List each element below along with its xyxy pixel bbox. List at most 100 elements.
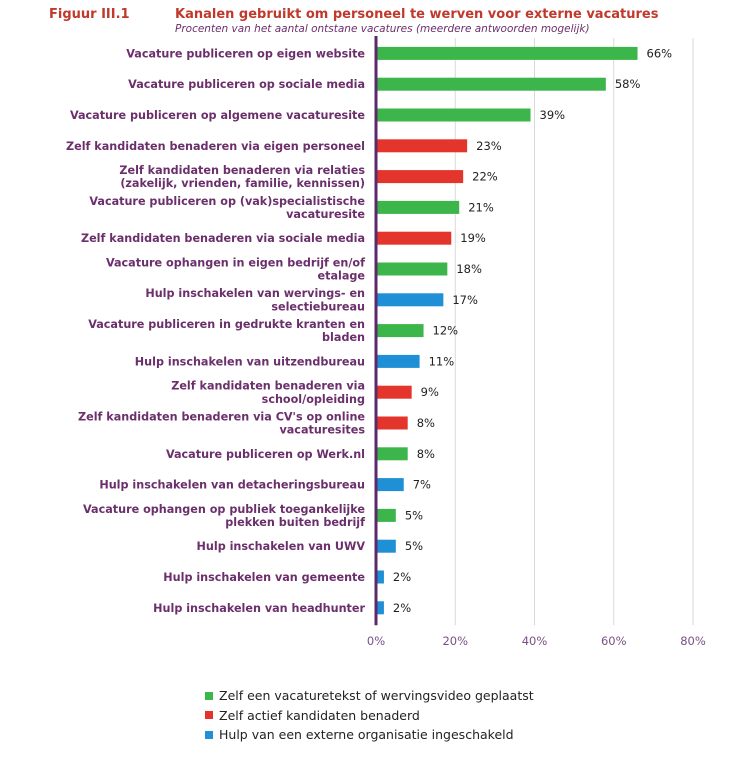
category-label-line: school/opleiding	[262, 393, 365, 406]
category-label-line: Zelf kandidaten benaderen via relaties	[119, 164, 365, 177]
data-label: 23%	[476, 139, 502, 153]
legend-item-blue: Hulp van een externe organisatie ingesch…	[205, 725, 534, 745]
category-label-line: Zelf kandidaten benaderen via eigen pers…	[66, 140, 365, 153]
bar	[376, 601, 384, 615]
category-label: Vacature publiceren in gedrukte kranten …	[88, 318, 365, 344]
data-label: 18%	[456, 262, 482, 276]
category-label: Vacature publiceren op sociale media	[128, 78, 365, 91]
legend-item-red: Zelf actief kandidaten benaderd	[205, 706, 534, 726]
category-label-line: etalage	[318, 270, 366, 283]
category-label: Hulp inschakelen van gemeente	[163, 571, 365, 584]
bar	[376, 508, 396, 522]
bar	[376, 139, 468, 153]
bar	[376, 262, 448, 276]
category-label-line: Hulp inschakelen van uitzendbureau	[135, 355, 365, 368]
category-label-line: bladen	[322, 331, 365, 344]
category-label-line: Vacature ophangen op publiek toegankelij…	[83, 503, 365, 516]
category-label-line: Zelf kandidaten benaderen via CV's op on…	[78, 410, 365, 423]
category-label-line: Vacature publiceren in gedrukte kranten …	[88, 318, 365, 331]
x-tick-label: 60%	[601, 634, 627, 648]
data-label: 66%	[647, 46, 673, 60]
category-label: Vacature publiceren op (vak)specialistis…	[89, 195, 365, 221]
category-label: Vacature ophangen op publiek toegankelij…	[83, 503, 365, 529]
bar	[376, 447, 408, 461]
data-label: 17%	[452, 293, 478, 307]
legend-item-green: Zelf een vacaturetekst of wervingsvideo …	[205, 686, 534, 706]
legend-swatch-green	[205, 691, 213, 700]
bar	[376, 77, 606, 91]
category-label-line: Hulp inschakelen van gemeente	[163, 571, 365, 584]
bar	[376, 46, 638, 60]
bar	[376, 293, 444, 307]
data-label: 2%	[393, 570, 411, 584]
category-label: Hulp inschakelen van headhunter	[153, 602, 365, 615]
data-label: 8%	[417, 416, 435, 430]
category-label: Zelf kandidaten benaderen via eigen pers…	[66, 140, 365, 153]
category-label-line: vacaturesite	[286, 208, 365, 221]
legend-swatch-blue	[205, 730, 213, 739]
category-label-line: Zelf kandidaten benaderen via	[171, 380, 365, 393]
data-label: 7%	[413, 478, 431, 492]
category-label: Hulp inschakelen van detacheringsbureau	[99, 479, 365, 492]
legend-label-red: Zelf actief kandidaten benaderd	[219, 707, 420, 723]
category-label-line: Hulp inschakelen van UWV	[197, 540, 366, 553]
category-label: Hulp inschakelen van wervings- en selecti…	[145, 287, 365, 313]
data-label: 5%	[405, 508, 423, 522]
data-label: 5%	[405, 539, 423, 553]
legend-swatch-red	[205, 711, 213, 720]
chart-subtitle: Procenten van het aantal ontstane vacatu…	[175, 23, 590, 35]
data-label: 12%	[433, 324, 459, 338]
chart-title: Kanalen gebruikt om personeel te werven …	[175, 7, 659, 22]
category-label: Zelf kandidaten benaderen via relaties (z…	[119, 164, 365, 190]
category-label: Hulp inschakelen van uitzendbureau	[135, 355, 365, 368]
x-tick-label: 20%	[442, 634, 468, 648]
x-tick-label: 40%	[522, 634, 548, 648]
legend-label-green: Zelf een vacaturetekst of wervingsvideo …	[219, 688, 534, 704]
bar	[376, 385, 412, 399]
category-label: Zelf kandidaten benaderen via school/ople…	[171, 380, 365, 406]
category-label-line: Hulp inschakelen van detacheringsbureau	[99, 479, 365, 492]
bar	[376, 354, 420, 368]
category-label: Vacature publiceren op algemene vacature…	[70, 109, 365, 122]
category-label-line: Hulp inschakelen van headhunter	[153, 602, 365, 615]
data-label: 11%	[429, 354, 455, 368]
category-label-line: Vacature publiceren op (vak)specialistis…	[89, 195, 365, 208]
figure-label: Figuur III.1	[49, 7, 130, 22]
category-label-line: Vacature ophangen in eigen bedrijf en/of	[106, 256, 365, 269]
bar	[376, 200, 460, 214]
legend-label-blue: Hulp van een externe organisatie ingesch…	[219, 727, 514, 743]
bar	[376, 539, 396, 553]
category-label: Vacature publiceren op eigen website	[126, 47, 365, 60]
bar	[376, 170, 464, 184]
category-label-line: Vacature publiceren op eigen website	[126, 47, 365, 60]
bar	[376, 416, 408, 430]
data-label: 58%	[615, 77, 641, 91]
data-label: 39%	[540, 108, 566, 122]
category-label: Vacature publiceren op Werk.nl	[166, 448, 365, 461]
category-label-line: vacaturesites	[279, 424, 365, 437]
category-label-line: Vacature publiceren op algemene vacature…	[70, 109, 365, 122]
bar	[376, 478, 404, 492]
data-label: 8%	[417, 447, 435, 461]
category-label-line: (zakelijk, vrienden, familie, kennissen)	[120, 177, 365, 190]
category-label-line: plekken buiten bedrijf	[225, 516, 365, 529]
chart-legend: Zelf een vacaturetekst of wervingsvideo …	[205, 686, 534, 745]
category-label-line: Vacature publiceren op sociale media	[128, 78, 365, 91]
bar	[376, 324, 424, 338]
category-label: Hulp inschakelen van UWV	[197, 540, 366, 553]
data-label: 9%	[421, 385, 439, 399]
category-label: Zelf kandidaten benaderen via sociale me…	[81, 232, 365, 245]
data-label: 2%	[393, 601, 411, 615]
bar	[376, 570, 384, 584]
data-label: 21%	[468, 200, 494, 214]
category-label-line: Hulp inschakelen van wervings- en	[145, 287, 365, 300]
category-label: Vacature ophangen in eigen bedrijf en/of…	[106, 256, 365, 282]
x-tick-label: 0%	[367, 634, 385, 648]
category-label-line: selectiebureau	[271, 300, 365, 313]
category-label-line: Zelf kandidaten benaderen via sociale me…	[81, 232, 365, 245]
category-label: Zelf kandidaten benaderen via CV's op on…	[78, 410, 365, 436]
data-label: 19%	[460, 231, 486, 245]
x-tick-label: 80%	[680, 634, 706, 648]
bar-chart: 0% 20% 40% 60% 80% 66% Vacature publiceren op …	[66, 36, 706, 648]
bar	[376, 108, 531, 122]
